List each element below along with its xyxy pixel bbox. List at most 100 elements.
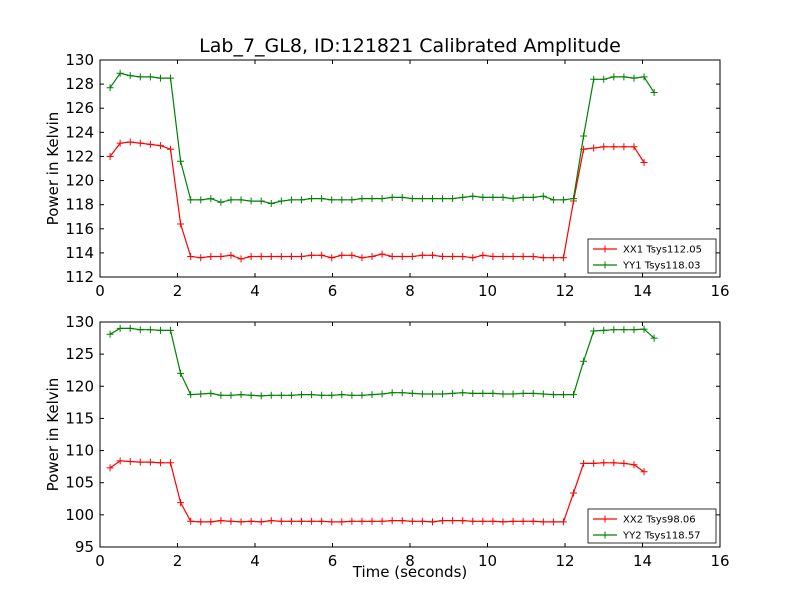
data-point xyxy=(106,152,114,160)
data-point xyxy=(378,517,386,525)
data-point xyxy=(459,193,467,201)
data-point xyxy=(499,253,507,261)
data-point xyxy=(237,518,245,526)
data-point xyxy=(428,251,436,259)
data-point xyxy=(207,389,215,397)
data-point xyxy=(640,73,648,81)
data-point xyxy=(418,195,426,203)
data-point xyxy=(640,468,648,476)
data-point xyxy=(156,142,164,150)
data-point xyxy=(227,251,235,259)
data-point xyxy=(146,73,154,81)
data-point xyxy=(358,254,366,262)
data-point xyxy=(459,253,467,261)
data-point xyxy=(187,253,195,261)
data-point xyxy=(549,518,557,526)
data-point xyxy=(106,464,114,472)
data-point xyxy=(610,459,618,467)
data-point xyxy=(318,517,326,525)
data-point xyxy=(358,517,366,525)
data-point xyxy=(459,389,467,397)
data-point xyxy=(146,140,154,148)
y-tick-label: 126 xyxy=(65,99,94,117)
data-point xyxy=(217,391,225,399)
data-point xyxy=(489,389,497,397)
data-point xyxy=(469,517,477,525)
data-point xyxy=(197,390,205,398)
data-point xyxy=(610,73,618,81)
data-point xyxy=(308,391,316,399)
legend-marker xyxy=(601,261,609,269)
data-point xyxy=(277,391,285,399)
data-point xyxy=(338,196,346,204)
data-point xyxy=(620,326,628,334)
data-point xyxy=(509,390,517,398)
data-point xyxy=(559,196,567,204)
y-tick-label: 115 xyxy=(65,409,94,427)
x-tick-label: 4 xyxy=(250,282,260,300)
data-point xyxy=(519,193,527,201)
data-point xyxy=(630,74,638,82)
data-point xyxy=(378,390,386,398)
data-point xyxy=(267,391,275,399)
x-tick-label: 8 xyxy=(405,552,415,570)
data-point xyxy=(247,197,255,205)
data-point xyxy=(388,389,396,397)
data-point xyxy=(439,390,447,398)
data-point xyxy=(418,251,426,259)
y-tick-label: 114 xyxy=(65,244,94,262)
data-point xyxy=(247,391,255,399)
data-point xyxy=(308,251,316,259)
top-panel: 0 2 4 6 8 10 12 14 16 112 114 116 118 120 122 124 126 128… xyxy=(44,51,730,300)
x-tick-label: 16 xyxy=(710,282,729,300)
data-point xyxy=(348,196,356,204)
data-point xyxy=(590,75,598,83)
data-point xyxy=(116,457,124,465)
data-point xyxy=(469,192,477,200)
x-axis-label: Time (seconds) xyxy=(352,563,468,581)
data-point xyxy=(368,517,376,525)
data-point xyxy=(489,253,497,261)
data-point xyxy=(287,391,295,399)
data-point xyxy=(298,196,305,204)
data-point xyxy=(177,157,185,165)
legend-label: YY1 Tsys118.03 xyxy=(622,261,701,272)
data-point xyxy=(570,489,578,497)
data-point xyxy=(287,517,295,525)
data-point xyxy=(358,195,366,203)
data-point xyxy=(640,158,648,166)
data-point xyxy=(368,391,376,399)
x-tick-label: 6 xyxy=(328,552,338,570)
x-tick-label: 2 xyxy=(173,282,183,300)
x-tick-label: 12 xyxy=(555,282,574,300)
legend-marker xyxy=(601,515,609,523)
x-tick-label: 10 xyxy=(478,552,497,570)
y-tick-label: 122 xyxy=(65,147,94,165)
data-point xyxy=(126,458,134,465)
data-point xyxy=(559,391,567,399)
data-point xyxy=(640,325,648,333)
data-point xyxy=(267,199,275,207)
data-point xyxy=(167,326,175,334)
data-point xyxy=(257,253,265,261)
data-point xyxy=(348,251,356,259)
data-point xyxy=(509,253,517,261)
data-point xyxy=(408,389,416,397)
data-point xyxy=(136,326,144,334)
data-point xyxy=(509,195,517,203)
data-point xyxy=(106,330,114,338)
data-point xyxy=(529,389,537,397)
data-point xyxy=(177,220,185,228)
data-point xyxy=(257,518,265,526)
data-point xyxy=(207,195,215,203)
data-point xyxy=(529,253,537,261)
data-point xyxy=(237,196,245,204)
data-point xyxy=(549,254,557,262)
y-tick-label: 110 xyxy=(65,442,94,460)
data-point xyxy=(408,253,416,261)
data-point xyxy=(590,327,598,335)
data-point xyxy=(126,324,134,332)
y-tick-label: 120 xyxy=(65,377,94,395)
data-point xyxy=(630,461,638,469)
data-point xyxy=(378,195,386,203)
